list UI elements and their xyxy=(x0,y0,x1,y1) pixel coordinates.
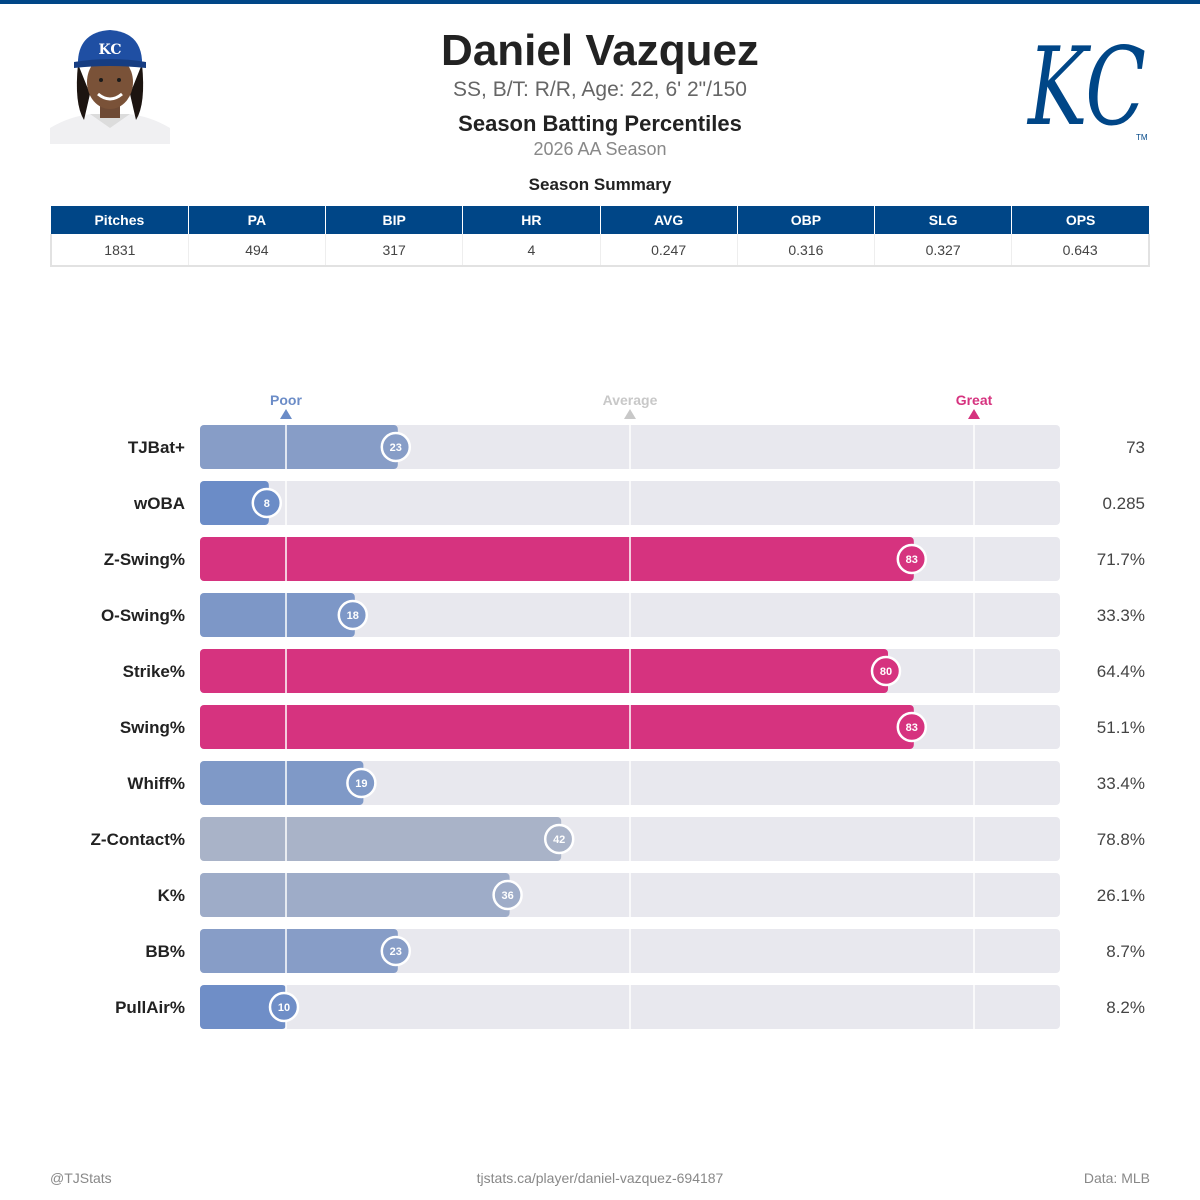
row-label-swing-: Swing% xyxy=(120,718,185,737)
svg-text:TM: TM xyxy=(1136,133,1148,142)
marker-triangle-poor-icon xyxy=(280,409,292,419)
team-logo: KC TM xyxy=(1024,20,1154,150)
percentile-bar-pullair- xyxy=(200,985,286,1029)
chart-title: Season Batting Percentiles xyxy=(458,111,742,136)
summary-header-slg: SLG xyxy=(874,206,1013,234)
summary-value-avg: 0.247 xyxy=(600,234,738,267)
summary-row: 1831 494 317 4 0.247 0.316 0.327 0.643 xyxy=(49,234,1151,267)
row-label-pullair-: PullAir% xyxy=(115,998,185,1017)
percentile-dot-pullair- xyxy=(268,991,300,1023)
summary-value-bip: 317 xyxy=(325,234,464,267)
row-label-tjbat-: TJBat+ xyxy=(128,438,185,457)
percentile-dot-tjbat- xyxy=(380,431,412,463)
percentile-value-o-swing-: 18 xyxy=(347,610,359,622)
footer-handle: @TJStats xyxy=(50,1170,112,1186)
summary-header-avg: AVG xyxy=(600,206,738,234)
marker-label-average: Average xyxy=(603,392,658,408)
summary-value-obp: 0.316 xyxy=(737,234,876,267)
marker-label-poor: Poor xyxy=(270,392,302,408)
row-label-woba: wOBA xyxy=(133,494,185,513)
percentile-bar-z-swing- xyxy=(200,537,914,581)
percentile-bar-strike- xyxy=(200,649,888,693)
summary-value-hr: 4 xyxy=(462,234,601,267)
percentile-value-z-contact-: 42 xyxy=(553,834,565,846)
summary-header-bip: BIP xyxy=(325,206,464,234)
percentile-dot-o-swing- xyxy=(337,599,369,631)
percentile-dot-swing- xyxy=(896,711,928,743)
percentile-value-swing-: 83 xyxy=(906,722,918,734)
summary-header-pa: PA xyxy=(188,206,327,234)
percentile-dot-z-swing- xyxy=(896,543,928,575)
marker-triangle-average-icon xyxy=(624,409,636,419)
percentile-value-whiff-: 19 xyxy=(355,778,367,790)
percentile-dot-bb- xyxy=(380,935,412,967)
percentile-value-woba: 8 xyxy=(264,498,270,510)
stat-value-k-: 26.1% xyxy=(1097,886,1145,905)
row-label-bb-: BB% xyxy=(145,942,185,961)
summary-header-ops: OPS xyxy=(1011,206,1149,234)
stat-value-o-swing-: 33.3% xyxy=(1097,606,1145,625)
stat-value-whiff-: 33.4% xyxy=(1097,774,1145,793)
footer-source: Data: MLB xyxy=(1083,1170,1150,1186)
percentile-chart: Poor Average Great TJBat+ 23 73 wOBA 8 0.285 Z-Sw… xyxy=(91,392,1145,1029)
percentile-dot-k- xyxy=(492,879,523,911)
player-bio: SS, B/T: R/R, Age: 22, 6' 2"/150 xyxy=(453,78,747,101)
stat-value-woba: 0.285 xyxy=(1102,494,1145,513)
summary-value-pitches: 1831 xyxy=(49,234,189,267)
percentile-value-z-swing-: 83 xyxy=(906,554,918,566)
top-accent-bar xyxy=(0,0,1200,4)
percentile-value-pullair-: 10 xyxy=(278,1002,290,1014)
summary-value-ops: 0.643 xyxy=(1011,234,1151,267)
team-logo-text: KC xyxy=(1027,25,1146,145)
percentile-value-strike-: 80 xyxy=(880,666,892,678)
percentile-dot-z-contact- xyxy=(543,823,575,855)
player-headshot-icon: KC xyxy=(50,24,170,144)
row-label-strike-: Strike% xyxy=(123,662,185,681)
player-name: Daniel Vazquez xyxy=(441,26,759,75)
summary-header-hr: HR xyxy=(462,206,601,234)
percentile-value-tjbat-: 23 xyxy=(390,442,402,454)
percentile-dot-whiff- xyxy=(346,767,377,799)
percentile-dot-woba xyxy=(251,487,283,519)
stat-value-swing-: 51.1% xyxy=(1097,718,1145,737)
percentile-bar-swing- xyxy=(200,705,914,749)
row-label-z-swing-: Z-Swing% xyxy=(104,550,185,569)
stat-value-z-swing-: 71.7% xyxy=(1097,550,1145,569)
summary-value-slg: 0.327 xyxy=(874,234,1013,267)
percentile-bar-whiff- xyxy=(200,761,364,805)
percentile-bar-woba xyxy=(200,481,269,525)
percentile-bar-bb- xyxy=(200,929,398,973)
percentile-bar-o-swing- xyxy=(200,593,355,637)
svg-text:KC: KC xyxy=(99,42,122,58)
stat-value-bb-: 8.7% xyxy=(1106,942,1145,961)
row-label-whiff-: Whiff% xyxy=(127,774,185,793)
summary-header-obp: OBP xyxy=(737,206,876,234)
percentile-dot-strike- xyxy=(870,655,902,687)
row-label-o-swing-: O-Swing% xyxy=(101,606,185,625)
marker-label-great: Great xyxy=(956,392,993,408)
marker-triangle-great-icon xyxy=(968,409,980,419)
summary-title: Season Summary xyxy=(528,175,672,194)
percentile-value-k-: 36 xyxy=(501,890,513,902)
season-label: 2026 AA Season xyxy=(533,139,667,159)
player-headshot: KC xyxy=(50,24,170,144)
summary-header-pitches: Pitches xyxy=(51,206,189,234)
stat-value-tjbat-: 73 xyxy=(1126,438,1145,457)
row-label-z-contact-: Z-Contact% xyxy=(91,830,185,849)
percentile-bar-z-contact- xyxy=(200,817,562,861)
percentile-bar-tjbat- xyxy=(200,425,398,469)
kc-logo-icon: KC TM xyxy=(1027,25,1148,150)
row-label-k-: K% xyxy=(158,886,185,905)
summary-value-pa: 494 xyxy=(188,234,327,267)
footer-url[interactable]: tjstats.ca/player/daniel-vazquez-694187 xyxy=(476,1170,724,1186)
stat-value-z-contact-: 78.8% xyxy=(1097,830,1145,849)
season-summary-table: Pitches PA BIP HR AVG OBP SLG OPS 1831 4… xyxy=(49,206,1151,267)
percentile-value-bb-: 23 xyxy=(390,946,402,958)
percentile-bar-k- xyxy=(200,873,510,917)
stat-value-strike-: 64.4% xyxy=(1097,662,1145,681)
stat-value-pullair-: 8.2% xyxy=(1106,998,1145,1017)
